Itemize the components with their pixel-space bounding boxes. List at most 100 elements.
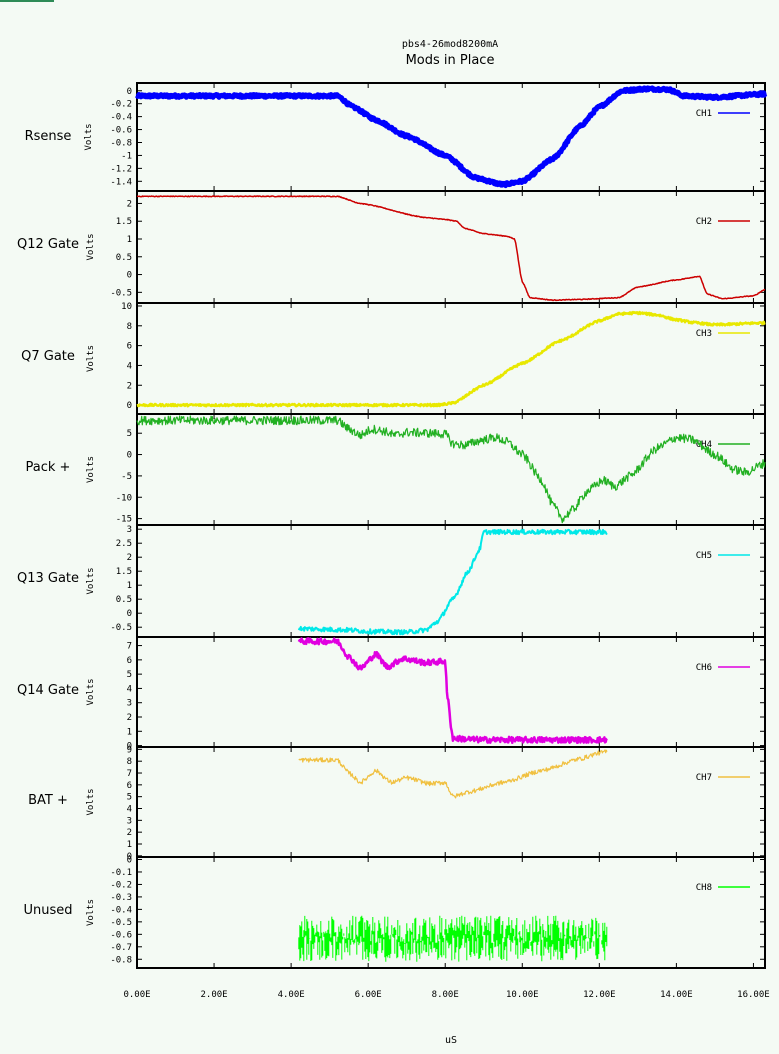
- y-tick-label: -0.2: [110, 880, 132, 890]
- panel-label: BAT +: [28, 793, 68, 808]
- panel-frame: [136, 856, 766, 969]
- y-tick-label: 1: [127, 727, 132, 737]
- trace-ch4: [136, 415, 766, 524]
- y-axis-label: Volts: [84, 123, 94, 150]
- y-tick-label: 0: [127, 852, 132, 862]
- y-tick-label: 6: [127, 656, 132, 666]
- y-tick-label: -0.6: [110, 930, 132, 940]
- trace-ch7: [298, 749, 608, 799]
- y-tick-label: 2: [127, 713, 132, 723]
- legend-label: CH4: [696, 440, 712, 450]
- y-tick-label: 7: [127, 769, 132, 779]
- legend-label: CH7: [696, 773, 712, 783]
- y-tick-label: -0.5: [110, 288, 132, 298]
- y-axis-label: Volts: [86, 233, 96, 260]
- y-tick-label: -0.5: [110, 918, 132, 928]
- y-tick-label: 0: [127, 855, 132, 865]
- y-axis-label: Volts: [86, 567, 96, 594]
- x-tick-label: 2.00E: [201, 990, 228, 1000]
- y-tick-label: 4: [127, 361, 132, 371]
- y-tick-label: 0: [127, 742, 132, 752]
- legend-label: CH3: [696, 329, 712, 339]
- x-tick-label: 0.00E: [123, 990, 150, 1000]
- x-tick-label: 10.00E: [506, 990, 539, 1000]
- chart-subtitle: pbs4-26mod8200mA: [402, 39, 498, 50]
- y-tick-label: -0.6: [110, 126, 132, 136]
- x-tick-label: 4.00E: [278, 990, 305, 1000]
- trace-ch2: [136, 195, 766, 302]
- y-tick-label: 8: [127, 322, 132, 332]
- y-tick-label: 2.5: [116, 539, 132, 549]
- panel-8: Unused Volts 0 -0.1 -0.2 -0.3 -0.4 -0.5 -0.6 -0.7…: [23, 855, 766, 969]
- y-tick-label: 0: [127, 401, 132, 411]
- trace-ch5: [297, 528, 608, 636]
- y-tick-label: -0.7: [110, 943, 132, 953]
- y-tick-label: -0.8: [110, 138, 132, 148]
- y-tick-label: 5: [127, 793, 132, 803]
- x-axis-label: uS: [445, 1035, 457, 1046]
- y-axis-label: Volts: [86, 456, 96, 483]
- y-tick-label: 1: [127, 235, 132, 245]
- legend-label: CH6: [696, 663, 712, 673]
- y-tick-label: 8: [127, 757, 132, 767]
- panel-label: Q12 Gate: [17, 237, 79, 252]
- y-axis-label: Volts: [86, 678, 96, 705]
- panel-3: Q7 Gate Volts 10 8 6 4 2 0 CH3: [21, 302, 766, 415]
- panel-label: Q7 Gate: [21, 349, 75, 364]
- y-tick-label: -1.2: [110, 164, 132, 174]
- panel-label: Unused: [23, 903, 72, 918]
- y-tick-label: -10: [116, 493, 132, 503]
- y-tick-label: 3: [127, 816, 132, 826]
- panel-label: Rsense: [25, 129, 72, 144]
- y-tick-label: 2: [127, 553, 132, 563]
- y-tick-label: 7: [127, 642, 132, 652]
- legend-label: CH2: [696, 217, 712, 227]
- y-tick-label: 6: [127, 342, 132, 352]
- panel-6: Q14 Gate Volts 7 6 5 4 3 2 1 0 CH6: [17, 636, 766, 752]
- legend-label: CH1: [696, 109, 712, 119]
- y-tick-label: 0.5: [116, 253, 132, 263]
- x-tick-label: 8.00E: [432, 990, 459, 1000]
- y-tick-label: 5: [127, 670, 132, 680]
- y-tick-label: 0: [127, 451, 132, 461]
- y-tick-label: -1: [121, 151, 132, 161]
- x-tick-label: 16.00E: [737, 990, 770, 1000]
- y-tick-label: 2: [127, 828, 132, 838]
- y-tick-label: -0.5: [110, 623, 132, 633]
- y-tick-label: 3: [127, 525, 132, 535]
- y-tick-label: -0.1: [110, 868, 132, 878]
- y-tick-label: 1: [127, 840, 132, 850]
- y-tick-label: 0: [127, 87, 132, 97]
- x-axis: 0.00E 2.00E 4.00E 6.00E 8.00E 10.00E 12.00E 14.…: [123, 990, 769, 1000]
- y-tick-label: 9: [127, 745, 132, 755]
- y-tick-label: -15: [116, 515, 132, 525]
- y-tick-label: 10: [121, 302, 132, 312]
- y-tick-label: 1.5: [116, 217, 132, 227]
- y-tick-label: 3: [127, 699, 132, 709]
- y-tick-label: 0: [127, 271, 132, 281]
- y-tick-label: -0.2: [110, 100, 132, 110]
- y-tick-label: 2: [127, 381, 132, 391]
- legend-label: CH5: [696, 551, 712, 561]
- y-tick-label: -5: [121, 472, 132, 482]
- y-axis-label: Volts: [86, 788, 96, 815]
- y-tick-label: -0.4: [110, 905, 132, 915]
- trace-ch1: [134, 85, 768, 189]
- y-tick-label: 4: [127, 805, 132, 815]
- chart-title: Mods in Place: [406, 53, 495, 68]
- y-tick-label: 0.5: [116, 595, 132, 605]
- trace-ch3: [136, 310, 766, 408]
- y-tick-label: -0.8: [110, 955, 132, 965]
- y-tick-label: 5: [127, 429, 132, 439]
- panel-label: Q14 Gate: [17, 683, 79, 698]
- y-tick-label: -0.4: [110, 113, 132, 123]
- x-tick-label: 12.00E: [583, 990, 616, 1000]
- y-tick-label: 1.5: [116, 567, 132, 577]
- y-tick-label: 1: [127, 581, 132, 591]
- y-tick-label: -0.3: [110, 893, 132, 903]
- y-axis-label: Volts: [86, 899, 96, 926]
- y-tick-label: 0: [127, 609, 132, 619]
- y-tick-label: 4: [127, 684, 132, 694]
